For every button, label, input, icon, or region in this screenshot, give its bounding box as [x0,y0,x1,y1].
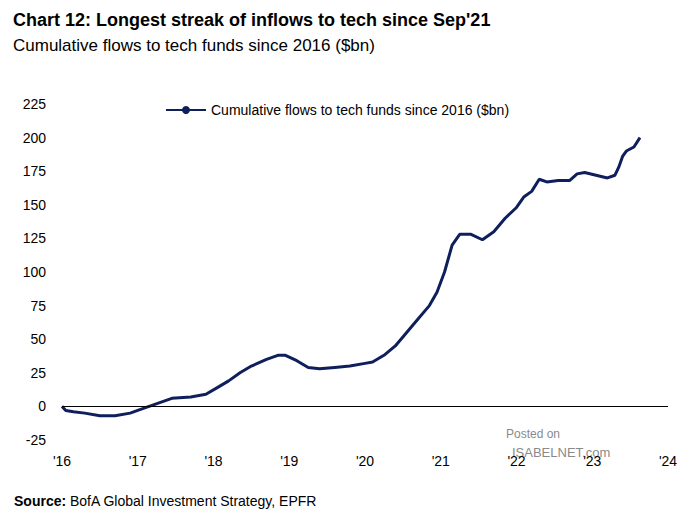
svg-text:Posted on: Posted on [506,427,560,441]
svg-text:'22: '22 [507,453,525,469]
svg-text:75: 75 [30,298,46,314]
svg-text:50: 50 [30,331,46,347]
svg-text:100: 100 [23,264,47,280]
svg-text:'23: '23 [583,453,601,469]
svg-text:'21: '21 [432,453,450,469]
svg-text:200: 200 [23,130,47,146]
svg-text:'18: '18 [204,453,222,469]
svg-text:25: 25 [30,365,46,381]
svg-text:Cumulative flows to tech funds: Cumulative flows to tech funds since 201… [13,36,375,55]
svg-text:'16: '16 [53,453,71,469]
svg-text:ISABELNET.com: ISABELNET.com [512,445,611,460]
svg-text:225: 225 [23,96,47,112]
svg-text:-25: -25 [26,432,46,448]
svg-text:'19: '19 [280,453,298,469]
svg-text:'17: '17 [129,453,147,469]
svg-text:Chart 12: Longest streak of in: Chart 12: Longest streak of inflows to t… [13,10,490,30]
svg-text:175: 175 [23,163,47,179]
svg-text:Cumulative flows to tech funds: Cumulative flows to tech funds since 201… [211,102,509,118]
svg-text:Source:: Source: [14,493,66,509]
svg-text:125: 125 [23,230,47,246]
svg-text:'24: '24 [659,453,677,469]
svg-text:150: 150 [23,197,47,213]
svg-text:'20: '20 [356,453,374,469]
svg-text:BofA Global Investment Strateg: BofA Global Investment Strategy, EPFR [66,493,316,509]
svg-text:0: 0 [38,398,46,414]
